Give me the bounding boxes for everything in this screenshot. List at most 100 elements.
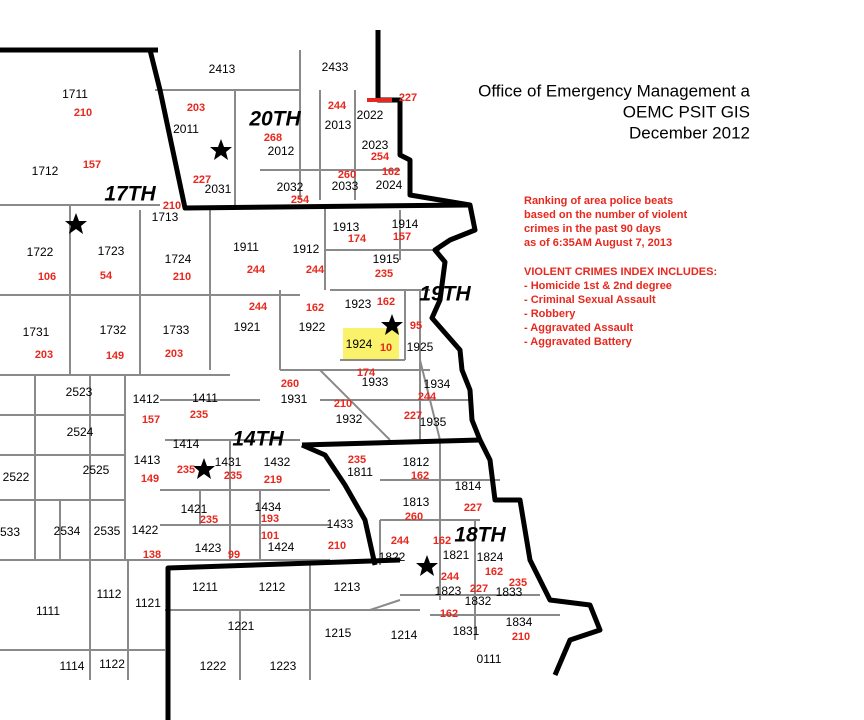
legend-item: - Robbery xyxy=(524,308,576,320)
beat-label: 1424 xyxy=(268,540,295,554)
beat-label: 1925 xyxy=(407,340,434,354)
beat-label: 1433 xyxy=(327,517,354,531)
district-label: 18TH xyxy=(454,524,506,547)
beat-label: 1914 xyxy=(392,217,419,231)
beat-label: 1215 xyxy=(325,626,352,640)
beat-label: 1434 xyxy=(255,500,282,514)
beat-label: 1921 xyxy=(234,320,261,334)
beat-label: 2024 xyxy=(376,178,403,192)
beat-label: 0111 xyxy=(477,652,502,666)
beat-label: 1812 xyxy=(403,455,430,469)
rank-label: 235 xyxy=(348,454,366,466)
station-star xyxy=(210,139,232,160)
beat-label: 1413 xyxy=(134,453,161,467)
rank-label: 149 xyxy=(141,473,159,485)
beat-label: 2012 xyxy=(268,144,295,158)
header: Office of Emergency Management a OEMC PS… xyxy=(478,81,750,142)
beat-label: 1834 xyxy=(506,615,533,629)
labels: 20TH 17TH 19TH 14TH 18TH 2413 2433 1711 210 2011 2… xyxy=(0,60,533,673)
rank-label: 260 xyxy=(281,378,299,390)
rank-label: 157 xyxy=(142,414,160,426)
beat-label: 2522 xyxy=(3,470,30,484)
beat-label: 1121 xyxy=(135,596,161,610)
beat-label: 1112 xyxy=(97,587,122,601)
rank-label: 244 xyxy=(247,264,266,276)
beat-label: 2031 xyxy=(205,182,232,196)
beat-label: 1421 xyxy=(181,502,208,516)
header-line: OEMC PSIT GIS xyxy=(623,102,750,121)
rank-label: 193 xyxy=(261,513,279,525)
rank-label: 210 xyxy=(512,631,530,643)
beat-label: 2413 xyxy=(209,62,236,76)
beat-label: 1824 xyxy=(477,550,504,564)
beat-label: 1912 xyxy=(293,242,320,256)
rank-label: 174 xyxy=(357,367,376,379)
rank-label: 138 xyxy=(143,549,161,561)
legend-text: Ranking of area police beats xyxy=(524,195,673,207)
rank-label: 227 xyxy=(404,410,422,422)
rank-label: 162 xyxy=(306,302,324,314)
rank-label: 260 xyxy=(405,511,423,523)
beat-label: 1111 xyxy=(36,604,60,618)
rank-label: 203 xyxy=(35,349,53,361)
beat-label: 1221 xyxy=(228,619,255,633)
highlight xyxy=(343,328,399,360)
district-label: 17TH xyxy=(104,183,156,206)
legend-text: based on the number of violent xyxy=(524,209,688,221)
rank-label: 235 xyxy=(375,268,393,280)
rank-label: 210 xyxy=(334,398,352,410)
rank-label: 227 xyxy=(193,174,211,186)
rank-label: 162 xyxy=(433,535,451,547)
beat-label: 1813 xyxy=(403,495,430,509)
rank-label: 227 xyxy=(464,502,482,514)
rank-label: 203 xyxy=(187,102,205,114)
rank-label: 174 xyxy=(348,233,367,245)
rank-label: 219 xyxy=(264,474,282,486)
beat-label: 1822 xyxy=(379,550,406,564)
rank-label: 54 xyxy=(100,270,113,282)
district-label: 20TH xyxy=(248,108,301,131)
rank-label: 10 xyxy=(380,342,392,354)
beat-label: 2032 xyxy=(277,180,304,194)
rank-label: 260 xyxy=(338,169,356,181)
rank-label: 210 xyxy=(163,200,181,212)
district-label: 19TH xyxy=(419,283,471,306)
beat-label: 1431 xyxy=(215,455,242,469)
legend-item: - Aggravated Battery xyxy=(524,336,633,348)
beat-label: 1934 xyxy=(424,377,451,391)
rank-label: 244 xyxy=(441,571,460,583)
rank-label: 244 xyxy=(418,391,437,403)
rank-label: 149 xyxy=(106,350,124,362)
beat-label: 1923 xyxy=(345,297,372,311)
beat-label: 1933 xyxy=(362,375,389,389)
rank-label: 235 xyxy=(509,577,527,589)
beat-label: 2022 xyxy=(357,108,384,122)
rank-label: 235 xyxy=(200,514,218,526)
beat-label: 2534 xyxy=(54,524,81,538)
beat-label: 1713 xyxy=(152,210,179,224)
legend-text: crimes in the past 90 days xyxy=(524,223,661,235)
station-star xyxy=(65,213,87,234)
beat-label: 2525 xyxy=(83,463,110,477)
rank-label: 254 xyxy=(291,194,310,206)
beat-label: 1411 xyxy=(192,391,218,405)
header-line: December 2012 xyxy=(629,123,750,142)
rank-label: 99 xyxy=(228,549,240,561)
rank-label: 244 xyxy=(249,301,268,313)
beat-label: 1414 xyxy=(173,437,200,451)
beat-label: 1832 xyxy=(465,594,492,608)
rank-label: 162 xyxy=(382,166,400,178)
beat-label: 1932 xyxy=(336,412,363,426)
rank-label: 227 xyxy=(399,92,417,104)
rank-label: 244 xyxy=(391,535,410,547)
station-star xyxy=(416,555,438,576)
rank-label: 244 xyxy=(306,264,325,276)
beat-label: 1733 xyxy=(163,323,190,337)
rank-label: 210 xyxy=(328,540,346,552)
beat-label: 1432 xyxy=(264,455,291,469)
beat-label: 1935 xyxy=(420,415,447,429)
beat-label: 1821 xyxy=(443,548,470,562)
rank-label: 106 xyxy=(38,271,56,283)
beat-label: 1915 xyxy=(373,252,400,266)
